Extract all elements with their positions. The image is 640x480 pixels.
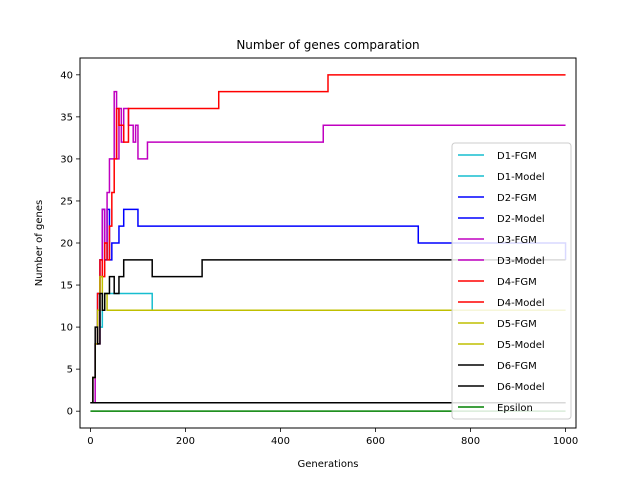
x-tick-label: 600 (366, 436, 385, 447)
y-tick-label: 15 (60, 281, 73, 292)
x-tick-label: 200 (176, 436, 195, 447)
legend-label-d3-model: D3-Model (497, 256, 545, 267)
y-tick-label: 30 (60, 154, 73, 165)
series-line-d6-fgm (90, 259, 566, 404)
y-axis: 0 5 10 15 20 25 30 35 40 (60, 70, 80, 418)
x-axis-title: Generations (298, 459, 359, 470)
series-line-d3-fgm (90, 90, 566, 404)
legend-label-d5-fgm: D5-FGM (497, 319, 537, 330)
x-tick-label: 400 (271, 436, 290, 447)
legend-label-d6-model: D6-Model (497, 382, 545, 393)
y-tick-label: 20 (60, 239, 73, 250)
legend-label-d3-fgm: D3-FGM (497, 235, 537, 246)
y-tick-label: 10 (60, 323, 73, 334)
y-tick-label: 0 (67, 407, 73, 418)
x-tick-label: 1000 (553, 436, 578, 447)
legend-label-d5-model: D5-Model (497, 340, 545, 351)
legend-label-d6-fgm: D6-FGM (497, 361, 537, 372)
chart-title: Number of genes comparation (236, 38, 419, 52)
legend: D1-FGM D1-Model D2-FGM D2-Model D3-FGM D3-Mod… (451, 142, 572, 420)
legend-label-d1-model: D1-Model (497, 172, 545, 183)
legend-label-d2-fgm: D2-FGM (497, 193, 537, 204)
legend-label-epsilon: Epsilon (497, 403, 533, 414)
x-axis: 0 200 400 600 800 1000 (87, 428, 578, 447)
legend-label-d1-fgm: D1-FGM (497, 151, 537, 162)
y-tick-label: 35 (60, 112, 73, 123)
y-axis-title: Number of genes (34, 200, 45, 286)
x-tick-label: 800 (461, 436, 480, 447)
legend-label-d4-fgm: D4-FGM (497, 277, 537, 288)
x-tick-label: 0 (87, 436, 93, 447)
legend-label-d4-model: D4-Model (497, 298, 545, 309)
y-tick-label: 25 (60, 196, 73, 207)
legend-label-d2-model: D2-Model (497, 214, 545, 225)
y-tick-label: 5 (67, 365, 73, 376)
legend-box (451, 142, 572, 420)
y-tick-label: 40 (60, 70, 73, 81)
